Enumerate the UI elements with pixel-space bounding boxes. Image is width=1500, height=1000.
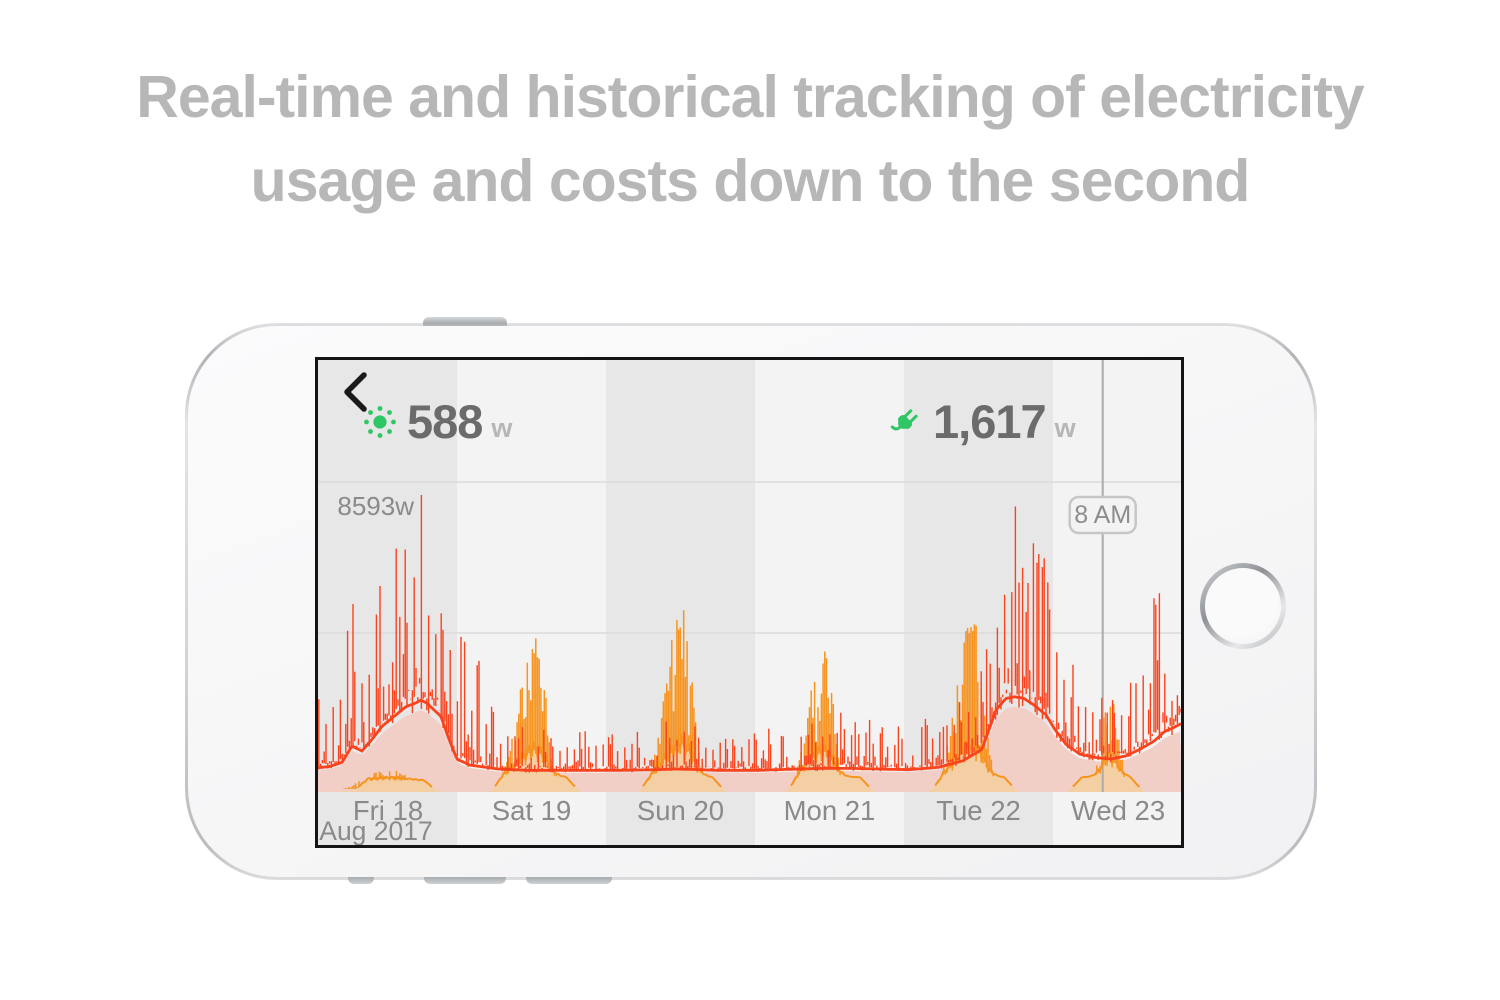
- time-pill-label: 8 AM: [1074, 501, 1131, 529]
- x-label-2: Sun 20: [637, 795, 724, 826]
- time-pill[interactable]: [1068, 495, 1137, 535]
- x-label-5: Wed 23: [1071, 795, 1165, 826]
- phone-mockup: 8593w 8 AM Fri 18 Sat 19 Sun 20 Mon 21 Tue 22 W…: [185, 317, 1317, 884]
- x-sub-label: Aug 2017: [319, 816, 432, 845]
- solar-stat: 588 w: [362, 398, 512, 445]
- headline-line2: usage and costs down to the second: [250, 147, 1251, 214]
- peak-annotation: 8593w: [337, 491, 414, 521]
- x-label-3: Mon 21: [784, 795, 876, 826]
- chevron-left-icon: [344, 372, 367, 412]
- solar-watts-value: 588: [407, 395, 483, 448]
- solar-watts-unit: w: [491, 413, 513, 443]
- usage-series: [318, 495, 1181, 773]
- usage-stat: 1,617 w: [886, 398, 1076, 445]
- power-history-chart[interactable]: 8593w 8 AM Fri 18 Sat 19 Sun 20 Mon 21 Tue 22 W…: [318, 360, 1181, 845]
- app-screen: 8593w 8 AM Fri 18 Sat 19 Sun 20 Mon 21 Tue 22 W…: [315, 357, 1184, 848]
- headline: Real-time and historical tracking of ele…: [0, 56, 1500, 224]
- sun-icon: [364, 405, 396, 438]
- home-button: [1200, 563, 1286, 649]
- usage-watts-unit: w: [1054, 413, 1076, 443]
- headline-line1: Real-time and historical tracking of ele…: [136, 64, 1364, 130]
- solar-series: [342, 610, 1125, 789]
- x-label-1: Sat 19: [492, 795, 572, 826]
- usage-watts-value: 1,617: [933, 395, 1047, 448]
- x-label-4: Tue 22: [936, 795, 1021, 826]
- x-label-0: Fri 18: [353, 795, 423, 826]
- phone-face: 8593w 8 AM Fri 18 Sat 19 Sun 20 Mon 21 Tue 22 W…: [188, 326, 1314, 877]
- home-button-inner: [1205, 568, 1281, 644]
- plug-icon: [890, 408, 918, 430]
- back-button[interactable]: [338, 370, 374, 414]
